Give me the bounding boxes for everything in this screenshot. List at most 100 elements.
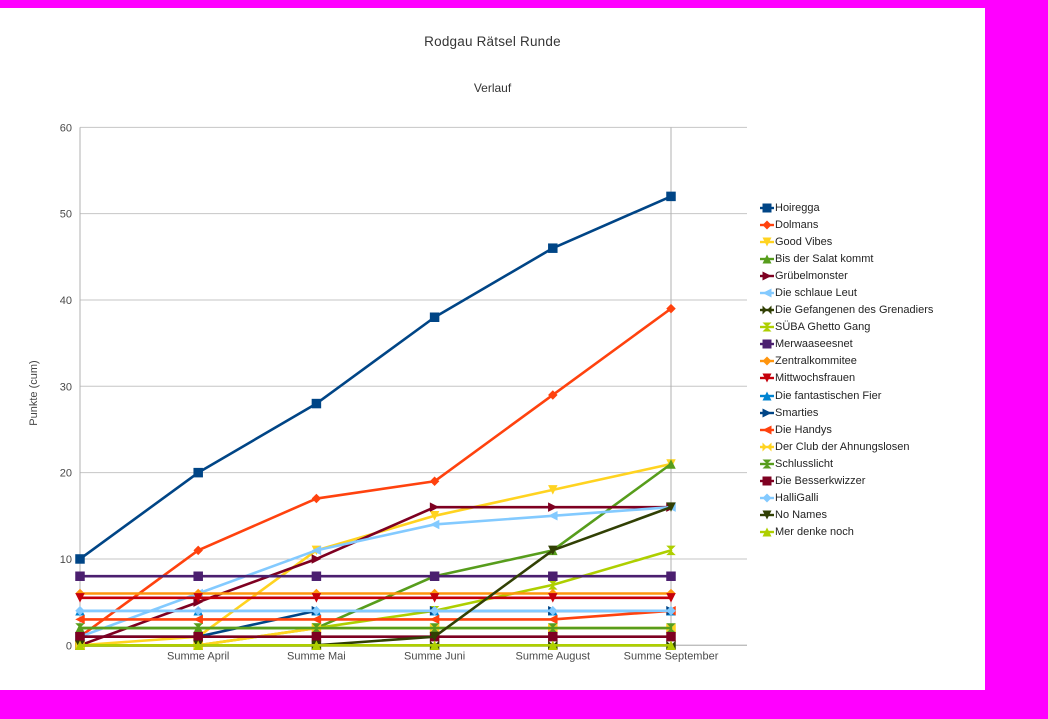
data-point-marker <box>429 606 440 616</box>
data-point-marker <box>193 631 203 642</box>
data-point-marker <box>666 545 676 556</box>
data-point-marker <box>548 571 558 581</box>
data-point-marker <box>311 493 322 504</box>
legend-marker-icon <box>760 322 774 332</box>
data-point-marker <box>666 623 676 633</box>
data-point-marker <box>311 631 322 642</box>
data-point-marker <box>429 519 440 530</box>
legend-marker-icon <box>760 425 774 435</box>
x-category-label: Summe Mai <box>287 650 346 662</box>
legend-label: Die schlaue Leut <box>775 287 857 300</box>
data-point-marker <box>666 640 676 651</box>
legend-label: Mer denke noch <box>775 526 854 539</box>
legend-label: No Names <box>775 509 827 522</box>
data-point-marker <box>666 303 676 314</box>
series-line-6 <box>78 505 673 638</box>
data-point-marker <box>429 631 440 642</box>
data-point-marker <box>193 593 203 603</box>
legend-marker-icon <box>760 203 774 213</box>
data-point-marker <box>75 640 85 651</box>
data-point-marker <box>548 614 558 625</box>
legend-item: Schlusslicht <box>760 455 933 472</box>
data-point-marker <box>666 459 676 469</box>
data-point-marker <box>193 606 203 616</box>
data-point-marker <box>193 640 203 651</box>
legend-label: Smarties <box>775 406 819 419</box>
data-point-marker <box>311 398 322 409</box>
data-point-marker <box>666 502 676 512</box>
data-point-marker <box>311 571 322 581</box>
series-line-1 <box>78 195 673 561</box>
legend-item: Die Besserkwizzer <box>760 473 933 490</box>
data-point-marker <box>193 571 203 581</box>
data-point-marker <box>75 571 85 581</box>
data-point-marker <box>666 606 676 616</box>
legend-label: Zentralkommitee <box>775 355 857 368</box>
legend-label: Der Club der Ahnungslosen <box>775 440 910 453</box>
legend-item: Merwaaseesnet <box>760 336 933 353</box>
data-point-marker <box>429 502 440 512</box>
x-category-label: Summe Juni <box>404 650 465 662</box>
chart-subtitle: Verlauf <box>473 81 512 95</box>
data-point-marker <box>193 545 203 556</box>
legend-label: Dolmans <box>775 218 819 231</box>
legend-item: Die fantastischen Fier <box>760 387 933 404</box>
legend-label: Hoiregga <box>775 201 820 214</box>
data-point-marker <box>548 502 558 512</box>
legend-label: Merwaaseesnet <box>775 338 853 351</box>
data-point-marker <box>548 485 558 495</box>
legend-item: Grübelmonster <box>760 267 933 284</box>
legend-label: Good Vibes <box>775 235 833 248</box>
data-point-marker <box>311 614 322 625</box>
legend-label: Die Gefangenen des Grenadiers <box>775 304 934 317</box>
legend-marker-icon <box>760 339 774 349</box>
legend-item: Hoiregga <box>760 199 933 216</box>
data-point-marker <box>548 511 558 521</box>
y-tick-label: 0 <box>66 640 72 652</box>
data-point-marker <box>75 631 85 642</box>
legend-label: Mittwochsfrauen <box>775 372 856 385</box>
chart-canvas: Rodgau Rätsel Runde Verlauf Punkte (cum)… <box>0 8 985 690</box>
legend-marker-icon <box>760 271 774 281</box>
data-point-marker <box>548 623 558 633</box>
data-point-marker <box>548 631 558 642</box>
legend-item: HalliGalli <box>760 490 933 507</box>
legend-marker-icon <box>760 391 774 401</box>
legend-item: Zentralkommitee <box>760 353 933 370</box>
data-point-marker <box>311 554 322 564</box>
y-tick-label: 50 <box>60 209 72 221</box>
data-point-marker <box>429 571 440 581</box>
legend-label: SÜBA Ghetto Gang <box>775 321 871 334</box>
data-point-marker <box>75 606 85 616</box>
data-point-marker <box>75 623 85 633</box>
legend-label: Bis der Salat kommt <box>775 252 874 265</box>
legend-marker-icon <box>760 373 774 383</box>
legend-marker-icon <box>760 510 774 520</box>
series-line-5 <box>78 505 673 647</box>
legend-item: Mittwochsfrauen <box>760 370 933 387</box>
data-point-marker <box>548 640 558 651</box>
legend-marker-icon <box>760 288 774 298</box>
data-point-marker <box>193 623 203 633</box>
data-point-marker <box>193 614 203 625</box>
data-point-marker <box>429 312 440 322</box>
data-point-marker <box>548 390 558 400</box>
legend-marker-icon <box>760 527 774 537</box>
legend-item: Die schlaue Leut <box>760 284 933 301</box>
legend-marker-icon <box>760 356 774 366</box>
y-tick-label: 20 <box>60 468 72 480</box>
data-point-marker <box>311 593 322 603</box>
series-line-14 <box>78 609 673 621</box>
y-tick-label: 60 <box>60 122 72 134</box>
legend-marker-icon <box>760 493 774 503</box>
legend-marker-icon <box>760 476 774 486</box>
data-point-marker <box>666 593 676 603</box>
data-point-marker <box>666 631 676 642</box>
plot-area: 0 10 20 30 40 50 60 Summe April Summe Mai Summe J… <box>60 122 747 662</box>
legend-item: Bis der Salat kommt <box>760 250 933 267</box>
data-point-marker <box>311 545 322 556</box>
data-point-marker <box>548 580 558 590</box>
legend-item: Smarties <box>760 404 933 421</box>
legend-marker-icon <box>760 305 774 315</box>
